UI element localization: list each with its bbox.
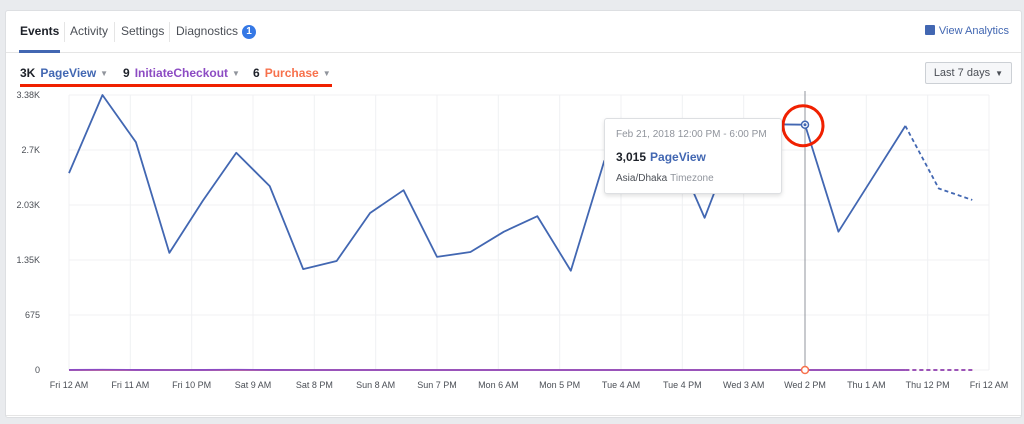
y-tick-label: 1.35K (16, 255, 40, 265)
chart-icon (924, 25, 935, 35)
caret-down-icon: ▼ (232, 69, 240, 78)
caret-down-icon: ▼ (995, 69, 1003, 78)
events-panel: Events Activity Settings Diagnostics 1 Vi… (5, 10, 1022, 418)
tab-label: Events (20, 24, 60, 38)
tab-settings[interactable]: Settings (116, 11, 169, 52)
timezone-value: Asia/Dhaka (616, 173, 668, 184)
view-analytics-label: View Analytics (938, 25, 1009, 37)
events-line-chart[interactable]: 3.38K 2.7K 2.03K 1.35K 675 0 Fri 12 AM Fri 11 A… (6, 11, 1021, 417)
x-tick-label: Fri 12 AM (970, 380, 1009, 390)
x-tick-label: Wed 3 AM (723, 380, 764, 390)
metric-name: InitiateCheckout (134, 66, 229, 80)
date-range-value: Last 7 days (933, 67, 991, 79)
tab-events[interactable]: Events (15, 11, 64, 53)
tab-diagnostics[interactable]: Diagnostics 1 (171, 11, 261, 52)
metric-count: 3K (20, 66, 36, 80)
caret-down-icon: ▼ (100, 69, 109, 78)
metric-name: PageView (40, 66, 97, 80)
y-tick-label: 2.03K (16, 200, 40, 210)
tooltip-value: 3,015 PageView (616, 150, 706, 164)
x-tick-label: Mon 5 PM (539, 380, 580, 390)
x-tick-label: Sun 7 PM (417, 380, 457, 390)
x-tick-label: Sat 8 PM (296, 380, 333, 390)
y-tick-label: 0 (35, 365, 40, 375)
metric-purchase-dropdown[interactable]: 6 Purchase ▼ (253, 61, 331, 86)
x-tick-label: Tue 4 AM (602, 380, 640, 390)
view-analytics-link[interactable]: View Analytics (924, 11, 1009, 52)
diagnostics-count-badge: 1 (242, 25, 257, 39)
x-tick-label: Sat 9 AM (235, 380, 272, 390)
metric-count: 6 (253, 66, 260, 80)
annotation-circle (781, 104, 825, 148)
tab-label: Settings (121, 24, 165, 38)
x-tick-label: Thu 1 AM (847, 380, 886, 390)
tooltip-date: Feb 21, 2018 12:00 PM - 6:00 PM (616, 129, 767, 140)
annotation-underline (20, 84, 332, 87)
x-tick-label: Fri 12 AM (50, 380, 89, 390)
series-line-projected (904, 125, 973, 201)
x-tick-label: Fri 10 PM (172, 380, 211, 390)
y-tick-label: 3.38K (16, 90, 40, 100)
tab-label: Diagnostics (176, 24, 239, 38)
tab-bar: Events Activity Settings Diagnostics 1 Vi… (6, 11, 1021, 53)
x-tick-label: Mon 6 AM (478, 380, 519, 390)
timezone-label: Timezone (670, 173, 714, 184)
tab-divider (169, 22, 170, 42)
tab-label: Activity (70, 24, 109, 38)
caret-down-icon: ▼ (322, 69, 331, 78)
x-tick-label: Wed 2 PM (784, 380, 826, 390)
tooltip-count: 3,015 (616, 150, 647, 164)
metric-initiatecheckout-dropdown[interactable]: 9 InitiateCheckout ▼ (123, 61, 240, 86)
x-tick-label: Tue 4 PM (663, 380, 702, 390)
tab-activity[interactable]: Activity (65, 11, 113, 52)
metric-pageview-dropdown[interactable]: 3K PageView ▼ (20, 61, 108, 86)
tooltip-timezone: Asia/Dhaka Timezone (616, 173, 714, 184)
panel-divider (6, 415, 1021, 416)
tab-divider (114, 22, 115, 42)
tooltip-series: PageView (650, 150, 706, 164)
chart-tooltip: Feb 21, 2018 12:00 PM - 6:00 PM 3,015 Pag… (604, 118, 782, 194)
hover-point-purchase (800, 365, 810, 375)
hover-point-dot (803, 123, 807, 127)
date-range-select[interactable]: Last 7 days ▼ (924, 62, 1012, 84)
metric-name: Purchase (264, 66, 319, 80)
y-tick-label: 2.7K (21, 145, 40, 155)
x-tick-label: Sun 8 AM (356, 380, 395, 390)
metric-count: 9 (123, 66, 130, 80)
tab-divider (64, 22, 65, 42)
x-tick-label: Thu 12 PM (906, 380, 950, 390)
x-tick-label: Fri 11 AM (111, 380, 149, 390)
y-tick-label: 675 (25, 310, 40, 320)
